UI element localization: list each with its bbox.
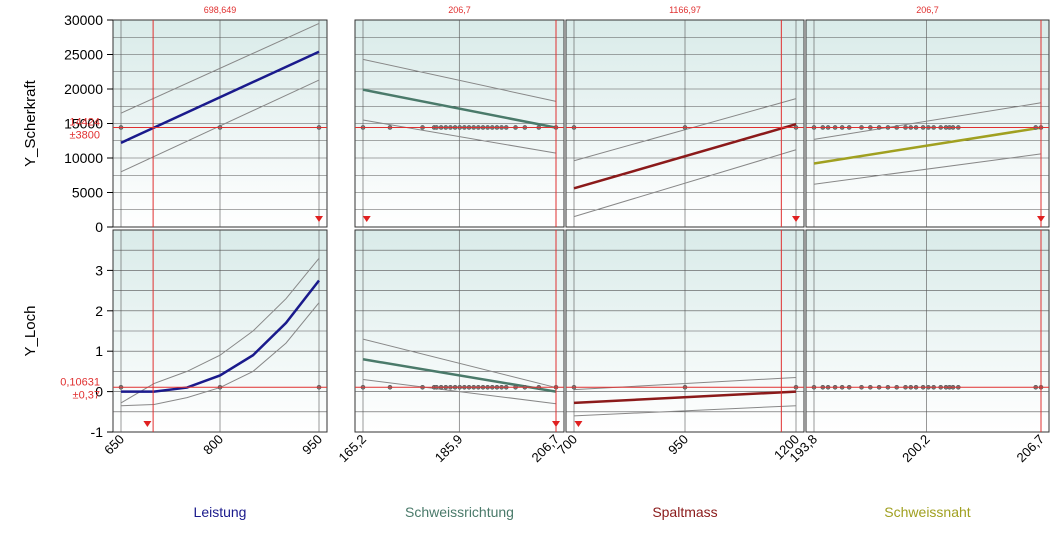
x-tick-label: 800 (200, 432, 226, 458)
factor-name-label: Schweissnaht (884, 504, 970, 520)
response-current-value: 0,10631 (60, 376, 100, 388)
red-triangle-marker (552, 421, 560, 427)
factor-current-value: 206,7 (916, 5, 939, 15)
confidence-lower-line (573, 149, 797, 218)
response-axis-label: Y_Scherkraft (22, 79, 39, 167)
y-tick-label: -1 (91, 424, 104, 440)
red-triangle-marker (315, 216, 323, 222)
x-tick-label: 185,9 (432, 432, 466, 466)
factor-name-label: Schweissrichtung (405, 504, 514, 520)
y-tick-label: 1 (95, 343, 103, 359)
y-tick-label: 10000 (64, 150, 103, 166)
x-tick-label: 650 (101, 432, 127, 458)
response-confidence-interval: ±0,37 (73, 389, 100, 401)
y-tick-label: 3 (95, 262, 103, 278)
prediction-line (813, 126, 1042, 165)
confidence-lower-line (362, 119, 557, 154)
factor-name-label: Leistung (194, 504, 247, 520)
x-tick-label: 950 (665, 432, 691, 458)
confidence-lower-line (362, 378, 557, 405)
y-tick-label: 15000 (64, 116, 103, 132)
y-tick-label: 25000 (64, 47, 103, 63)
confidence-lower-line (573, 405, 797, 417)
y-tick-label: 0 (95, 384, 103, 400)
prediction-line (573, 390, 797, 405)
red-triangle-marker (574, 421, 583, 427)
y-tick-label: 0 (95, 219, 103, 235)
confidence-upper-line (362, 338, 557, 389)
confidence-upper-line (120, 22, 320, 114)
red-triangle-marker (143, 421, 152, 427)
red-triangle-marker (1037, 216, 1045, 222)
prediction-line (362, 88, 557, 129)
crosshair-layer (113, 20, 1049, 432)
confidence-upper-line (120, 257, 320, 404)
y-tick-label: 20000 (64, 81, 103, 97)
factor-current-value: 1166,97 (669, 5, 701, 15)
response-confidence-interval: ±3800 (69, 129, 100, 141)
y-tick-label: 5000 (72, 185, 103, 201)
factor-name-label: Spaltmass (652, 504, 717, 520)
x-tick-label: 700 (554, 432, 580, 458)
factor-current-value: 206,7 (448, 5, 471, 15)
y-tick-label: 2 (95, 303, 103, 319)
red-triangle-marker (362, 216, 371, 222)
confidence-upper-line (362, 58, 557, 102)
confidence-lower-line (813, 153, 1042, 185)
x-tick-label: 200,2 (899, 432, 933, 466)
x-tick-label: 206,7 (1014, 432, 1048, 466)
prediction-line (573, 122, 797, 190)
prediction-line (121, 279, 320, 393)
x-tick-label: 165,2 (336, 432, 370, 466)
y-tick-label: 30000 (64, 12, 103, 28)
response-current-value: 14424 (69, 116, 100, 128)
response-axis-label: Y_Loch (22, 306, 39, 357)
x-tick-label: 950 (299, 432, 325, 458)
red-triangle-marker (792, 216, 800, 222)
confidence-upper-line (813, 102, 1042, 140)
factor-current-value: 698,649 (204, 5, 237, 15)
